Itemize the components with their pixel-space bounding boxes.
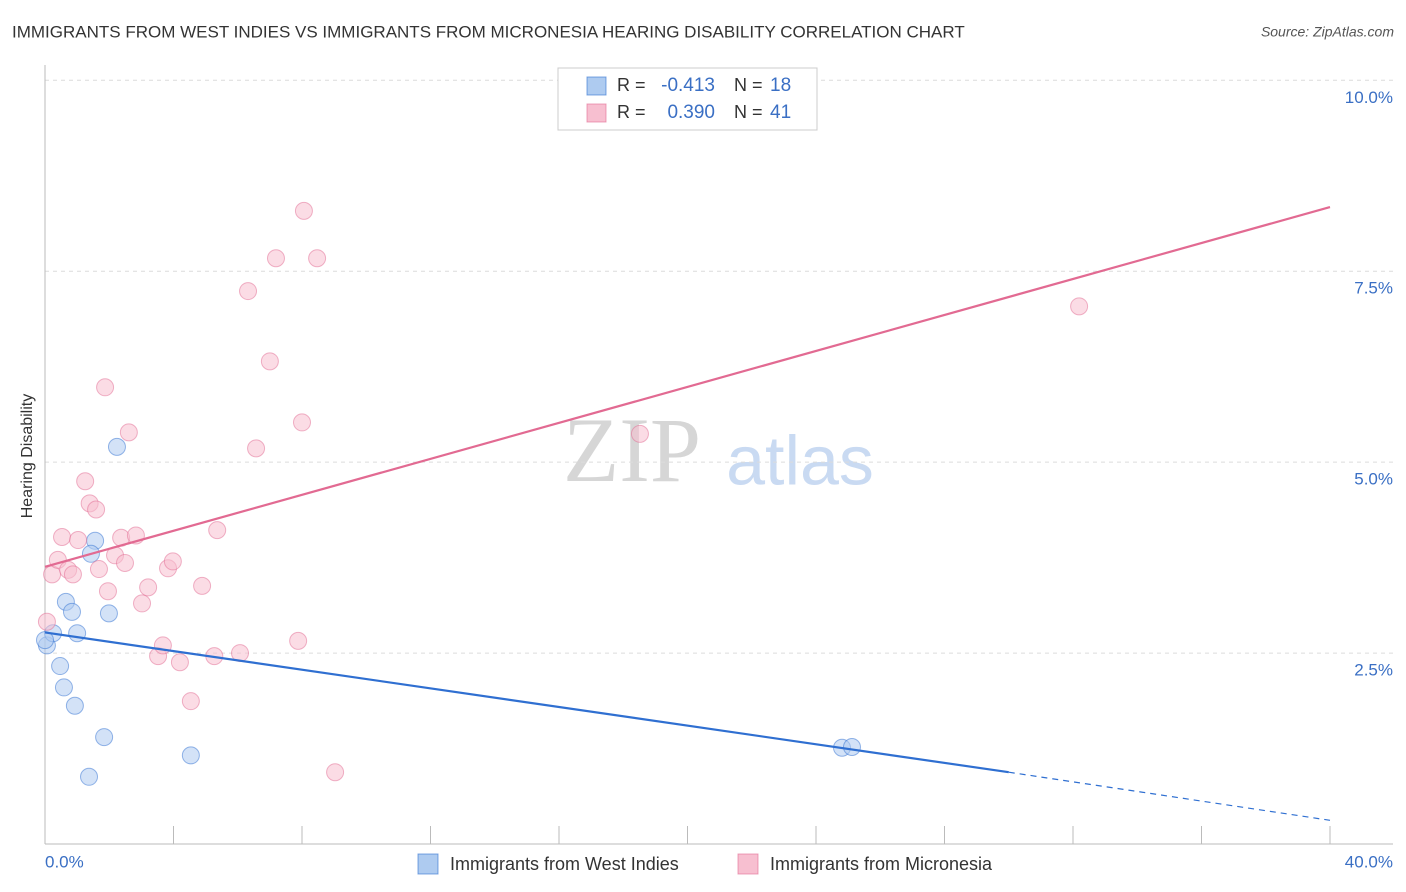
point [294, 201, 313, 220]
legend-swatch [586, 76, 607, 96]
legend-value: -0.413 [661, 75, 715, 96]
point [260, 352, 279, 371]
point [54, 678, 73, 697]
point [51, 657, 70, 676]
source: Source: ZipAtlas.com [1261, 24, 1394, 40]
point [193, 576, 212, 595]
legend-label: N = [734, 75, 763, 95]
watermark: ZIP [563, 399, 701, 501]
trend-line [44, 631, 1009, 774]
point [266, 249, 285, 268]
point [208, 521, 227, 540]
point [842, 738, 861, 757]
point [65, 696, 84, 715]
point [630, 424, 649, 443]
point [98, 582, 117, 601]
legend-label: R = [617, 75, 646, 95]
y-tick-label: 10.0% [1345, 88, 1393, 107]
legend-value: 0.390 [667, 102, 715, 123]
legend-swatch [586, 103, 607, 123]
point [63, 565, 82, 584]
point [80, 767, 99, 786]
point [247, 439, 266, 458]
point [293, 413, 311, 432]
legend-value: 41 [770, 102, 791, 123]
watermark: atlas [726, 421, 874, 499]
point [68, 624, 87, 643]
trend-line [1008, 771, 1331, 821]
point [115, 553, 134, 572]
point [36, 631, 54, 650]
point [62, 602, 81, 621]
point [95, 728, 114, 747]
point [1070, 297, 1089, 316]
legend-swatch [737, 853, 759, 875]
point [133, 594, 152, 613]
chart-title: IMMIGRANTS FROM WEST INDIES VS IMMIGRANT… [12, 22, 965, 41]
point [37, 612, 56, 631]
legend-entry: Immigrants from West Indies [450, 854, 679, 874]
y-tick-label: 5.0% [1354, 470, 1393, 489]
point [181, 746, 200, 765]
point [308, 249, 327, 268]
point [99, 604, 118, 623]
y-axis-label: Hearing Disability [19, 394, 36, 519]
point [69, 531, 88, 550]
legend-value: 18 [770, 75, 791, 96]
point [139, 578, 158, 597]
point [239, 282, 258, 301]
point [76, 472, 95, 491]
legend-label: N = [734, 102, 763, 122]
point [96, 378, 115, 397]
point [181, 692, 200, 711]
y-tick-label: 7.5% [1354, 279, 1393, 298]
legend-label: R = [617, 102, 646, 122]
point [89, 560, 108, 579]
legend-swatch [417, 853, 439, 875]
point [87, 500, 106, 519]
point [326, 763, 345, 782]
trend-line [44, 205, 1331, 568]
point [107, 437, 126, 456]
x-tick-label: 0.0% [45, 852, 84, 871]
point [163, 552, 182, 571]
legend-entry: Immigrants from Micronesia [770, 854, 993, 874]
point [53, 527, 72, 546]
x-tick-label: 40.0% [1345, 852, 1393, 871]
point [119, 423, 138, 442]
y-tick-label: 2.5% [1354, 661, 1393, 680]
point [289, 631, 308, 650]
point [170, 653, 189, 672]
